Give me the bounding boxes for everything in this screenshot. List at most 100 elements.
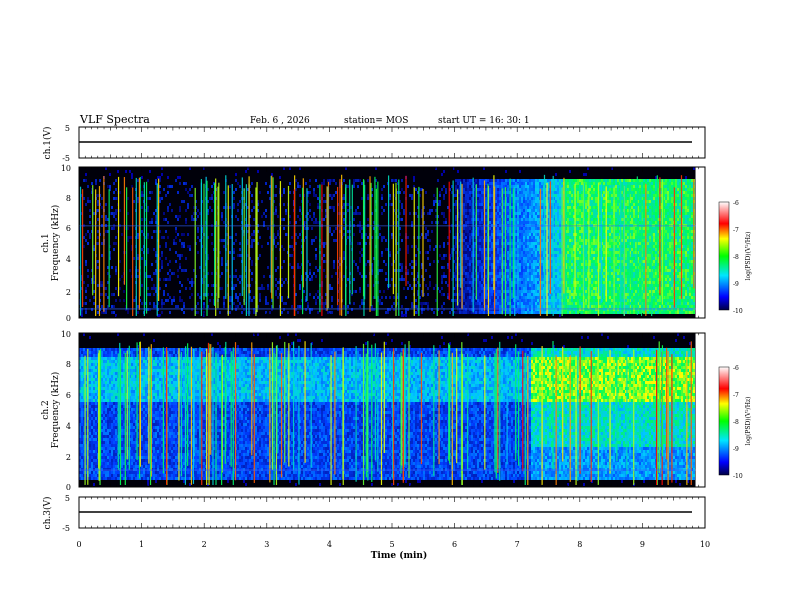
spec1-cell — [157, 206, 159, 209]
spec1-cell — [507, 257, 509, 260]
spec1-cell — [499, 230, 501, 233]
spec1-cell — [515, 275, 517, 278]
spec1-cell — [115, 188, 117, 191]
spec1-cell — [533, 287, 535, 290]
spec1-cell — [307, 218, 309, 221]
spec1-cell — [567, 227, 569, 230]
spec1-cell — [515, 212, 517, 215]
spec1-cell — [467, 254, 469, 257]
spec1-cell — [161, 254, 163, 257]
spec1-cell — [235, 296, 237, 299]
spec1-cell — [585, 197, 587, 200]
spec1-cell — [533, 242, 535, 245]
spec1-cell — [449, 188, 451, 191]
spec1-cell — [463, 269, 465, 272]
spec1-cell — [473, 209, 475, 212]
spec1-cell — [115, 314, 117, 317]
spec1-cell — [531, 245, 533, 248]
spec1-cell — [521, 308, 523, 311]
spec1-cell — [409, 284, 411, 287]
spec1-cell — [533, 215, 535, 218]
spec1-cell — [271, 308, 273, 311]
spec1-cell — [471, 311, 473, 314]
spec1-cell — [589, 239, 591, 242]
spec1-cell — [579, 188, 581, 191]
spec1-cell — [497, 194, 499, 197]
spec1-cell — [127, 311, 129, 314]
spec1-cell — [577, 302, 579, 305]
spec1-cell — [477, 242, 479, 245]
spec1-cell — [87, 275, 89, 278]
spec1-cell — [169, 185, 171, 188]
spec1-cell — [489, 233, 491, 236]
spec1-cell — [453, 275, 455, 278]
spec1-cell — [511, 290, 513, 293]
spec1-cell — [305, 308, 307, 311]
spec1-cell — [495, 266, 497, 269]
spec1-cell — [529, 194, 531, 197]
spec1-cell — [239, 242, 241, 245]
spec1-cell — [567, 284, 569, 287]
spec1-cell — [297, 215, 299, 218]
spec1-cell — [551, 263, 553, 266]
spec1-cell — [569, 200, 571, 203]
spec1-cell — [393, 194, 395, 197]
spec1-cell — [551, 227, 553, 230]
spec1-cell — [435, 299, 437, 302]
spec1-cell — [101, 311, 103, 314]
spec1-cell — [587, 209, 589, 212]
spec1-cell — [529, 299, 531, 302]
spec1-cell — [515, 266, 517, 269]
spec1-cell — [565, 266, 567, 269]
spec1-cell — [591, 287, 593, 290]
spec1-cell — [309, 203, 311, 206]
spec1-cell — [515, 290, 517, 293]
spec1-cell — [405, 314, 407, 317]
spec1-cell — [473, 302, 475, 305]
spec1-cell — [473, 248, 475, 251]
spec1-cell — [499, 245, 501, 248]
spec1-cell — [507, 236, 509, 239]
spec1-cell — [525, 302, 527, 305]
spec1-cell — [481, 194, 483, 197]
spec1-cell — [575, 302, 577, 305]
spec1-cell — [489, 278, 491, 281]
spec1-cell — [423, 302, 425, 305]
spec1-cell — [473, 281, 475, 284]
spec1-cell — [185, 209, 187, 212]
spec1-cell — [461, 311, 463, 314]
spec1-cell — [221, 263, 223, 266]
spec1-cell — [525, 206, 527, 209]
spec1-cell — [535, 188, 537, 191]
spec1-cell — [469, 185, 471, 188]
spec1-cell — [515, 281, 517, 284]
spec1-cell — [589, 242, 591, 245]
spec1-cell — [465, 308, 467, 311]
spec1-cell — [401, 179, 403, 182]
spec1-cell — [189, 296, 191, 299]
spec1-cell — [455, 281, 457, 284]
spec1-cell — [497, 287, 499, 290]
spec1-cell — [179, 215, 181, 218]
spec1-cell — [589, 221, 591, 224]
spec1-cell — [315, 179, 317, 182]
spec1-cell — [527, 212, 529, 215]
spec1-cell — [559, 281, 561, 284]
spec1-cell — [531, 221, 533, 224]
spec1-cell — [551, 293, 553, 296]
spec1-cell — [247, 230, 249, 233]
spec1-cell — [463, 290, 465, 293]
spec1-cell — [455, 194, 457, 197]
spec1-cell — [481, 203, 483, 206]
spec1-cell — [531, 254, 533, 257]
spec1-cell — [237, 209, 239, 212]
spec1-cell — [177, 233, 179, 236]
spec1-cell — [515, 218, 517, 221]
spec1-cell — [537, 188, 539, 191]
spec1-cell — [535, 215, 537, 218]
spec1-cell — [173, 299, 175, 302]
spec1-cell — [529, 293, 531, 296]
spec1-cell — [565, 263, 567, 266]
spec1-cell — [171, 302, 173, 305]
spec1-cell — [543, 308, 545, 311]
